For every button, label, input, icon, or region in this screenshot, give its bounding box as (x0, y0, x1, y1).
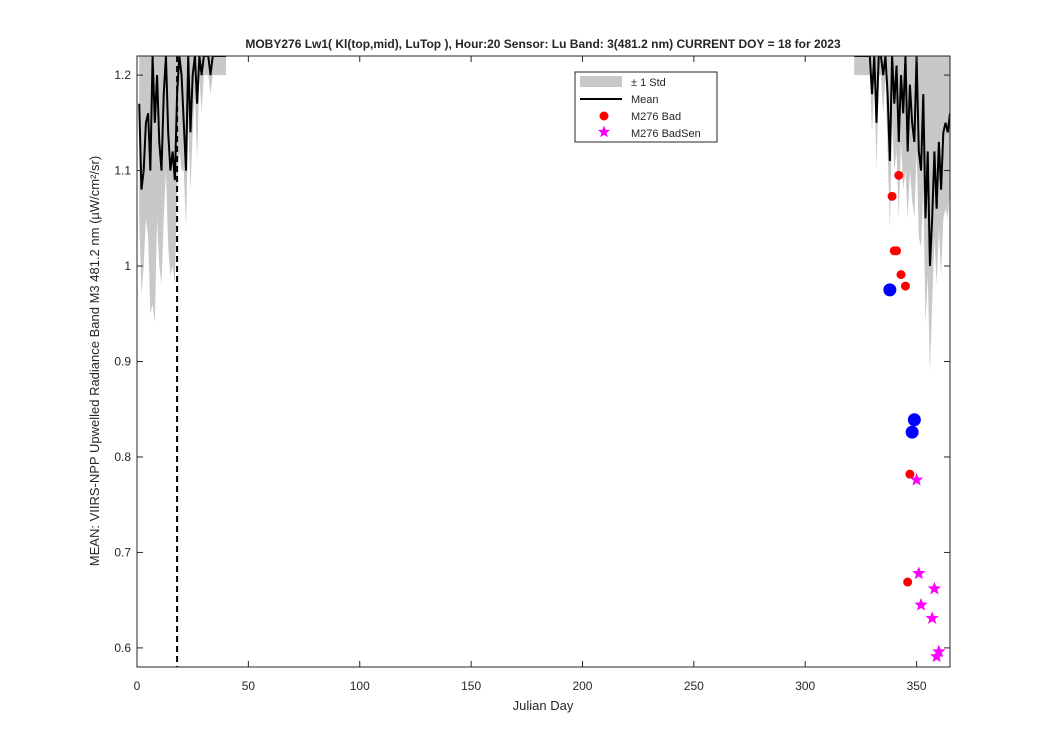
y-tick-label: 0.9 (114, 355, 131, 369)
good-point (883, 283, 897, 297)
y-tick-label: 1.1 (114, 164, 131, 178)
x-tick-label: 100 (350, 679, 370, 693)
bad-point (894, 170, 904, 180)
x-tick-label: 350 (907, 679, 927, 693)
legend-bad-swatch (599, 111, 609, 121)
good-point (907, 413, 921, 427)
y-tick-label: 1.2 (114, 68, 131, 82)
mean-line-1 (854, 56, 950, 267)
x-tick-label: 50 (242, 679, 256, 693)
x-axis-label: Julian Day (513, 698, 574, 713)
y-tick-label: 0.7 (114, 545, 131, 559)
axes: 0 50 100 150 200 250 300 350 0.6 0.7 0.8 0.9 1 1.1 1.2 (114, 56, 950, 693)
badsen-point (927, 581, 942, 595)
x-tick-label: 150 (461, 679, 481, 693)
legend: ± 1 Std Mean M276 Bad M276 BadSen (574, 71, 718, 143)
legend-badsen-swatch (597, 125, 611, 138)
x-tick-label: 200 (572, 679, 592, 693)
badsen-point (912, 566, 926, 580)
legend-mean-label: Mean (631, 94, 659, 106)
bad-point (887, 191, 897, 201)
legend-bad-label: M276 Bad (631, 111, 681, 123)
legend-badsen-label: M276 BadSen (631, 128, 701, 140)
bad-point (892, 246, 902, 256)
legend-std-label: ± 1 Std (631, 77, 666, 89)
badsen-point (932, 644, 946, 658)
badsen-point (914, 597, 928, 611)
badsen-point (909, 472, 924, 486)
plot-area (138, 56, 950, 667)
bad-point (900, 281, 910, 291)
y-tick-label: 1 (124, 259, 131, 273)
legend-std-swatch (580, 76, 622, 87)
y-tick-label: 0.8 (114, 450, 131, 464)
plot-background (137, 56, 950, 667)
x-tick-label: 250 (684, 679, 704, 693)
x-tick-label: 300 (795, 679, 815, 693)
y-tick-label: 0.6 (114, 641, 131, 655)
std-band-1 (854, 56, 950, 372)
bad-point (903, 577, 913, 587)
badsen-point (925, 611, 939, 624)
std-band-0 (139, 56, 227, 324)
mean-line-0 (138, 56, 227, 190)
bad-point (905, 469, 915, 479)
x-tick-label: 0 (134, 679, 141, 693)
bad-point (896, 270, 906, 280)
chart-title: MOBY276 Lw1( Kl(top,mid), LuTop ), Hour:… (245, 37, 841, 51)
badsen-point (929, 649, 944, 663)
y-axis-label: MEAN: VIIRS-NPP Upwelled Radiance Band M… (87, 156, 102, 566)
good-point (905, 425, 919, 439)
